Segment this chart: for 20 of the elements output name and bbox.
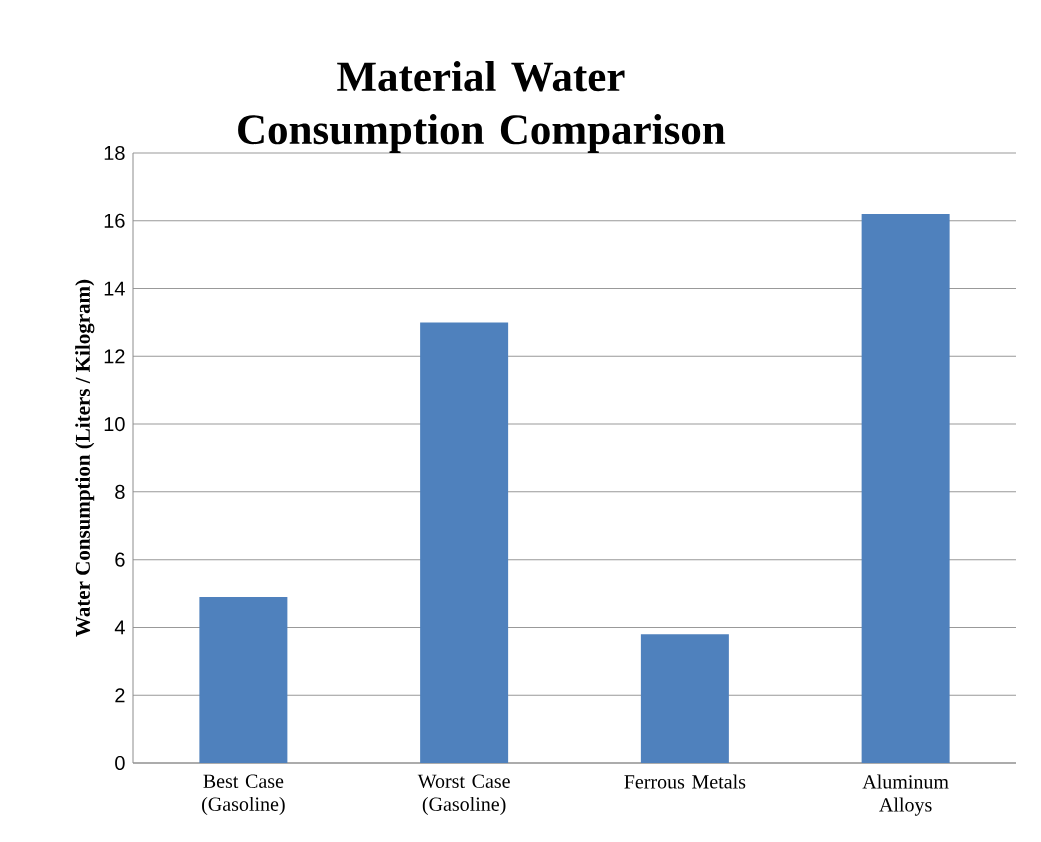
y-axis-title: Water Consumption (Liters / Kilogram) [75,279,95,637]
x-tick-label: Best Case (Gasoline) [202,774,285,816]
y-tick-label: 16 [104,213,125,228]
y-tick-label: 8 [115,484,125,499]
y-tick-label: 4 [114,620,125,635]
chart-title: Material Water Consumption Comparison [238,60,726,153]
bar [420,322,509,763]
y-tick-label: 0 [115,755,125,771]
y-tick-label: 12 [104,349,125,364]
x-tick-label: Worst Case (Gasoline) [417,774,510,816]
y-tick-label: 6 [115,552,125,567]
y-tick-label: 2 [115,688,125,703]
x-tick-label: Ferrous Metals [624,774,746,789]
y-tick-label: 18 [104,145,125,161]
x-tick-label: Aluminum Alloys [862,774,949,816]
y-tick-label: 14 [104,281,125,296]
bar [640,634,729,763]
y-tick-label: 10 [104,417,125,432]
bar [199,596,288,763]
bar [861,213,950,763]
